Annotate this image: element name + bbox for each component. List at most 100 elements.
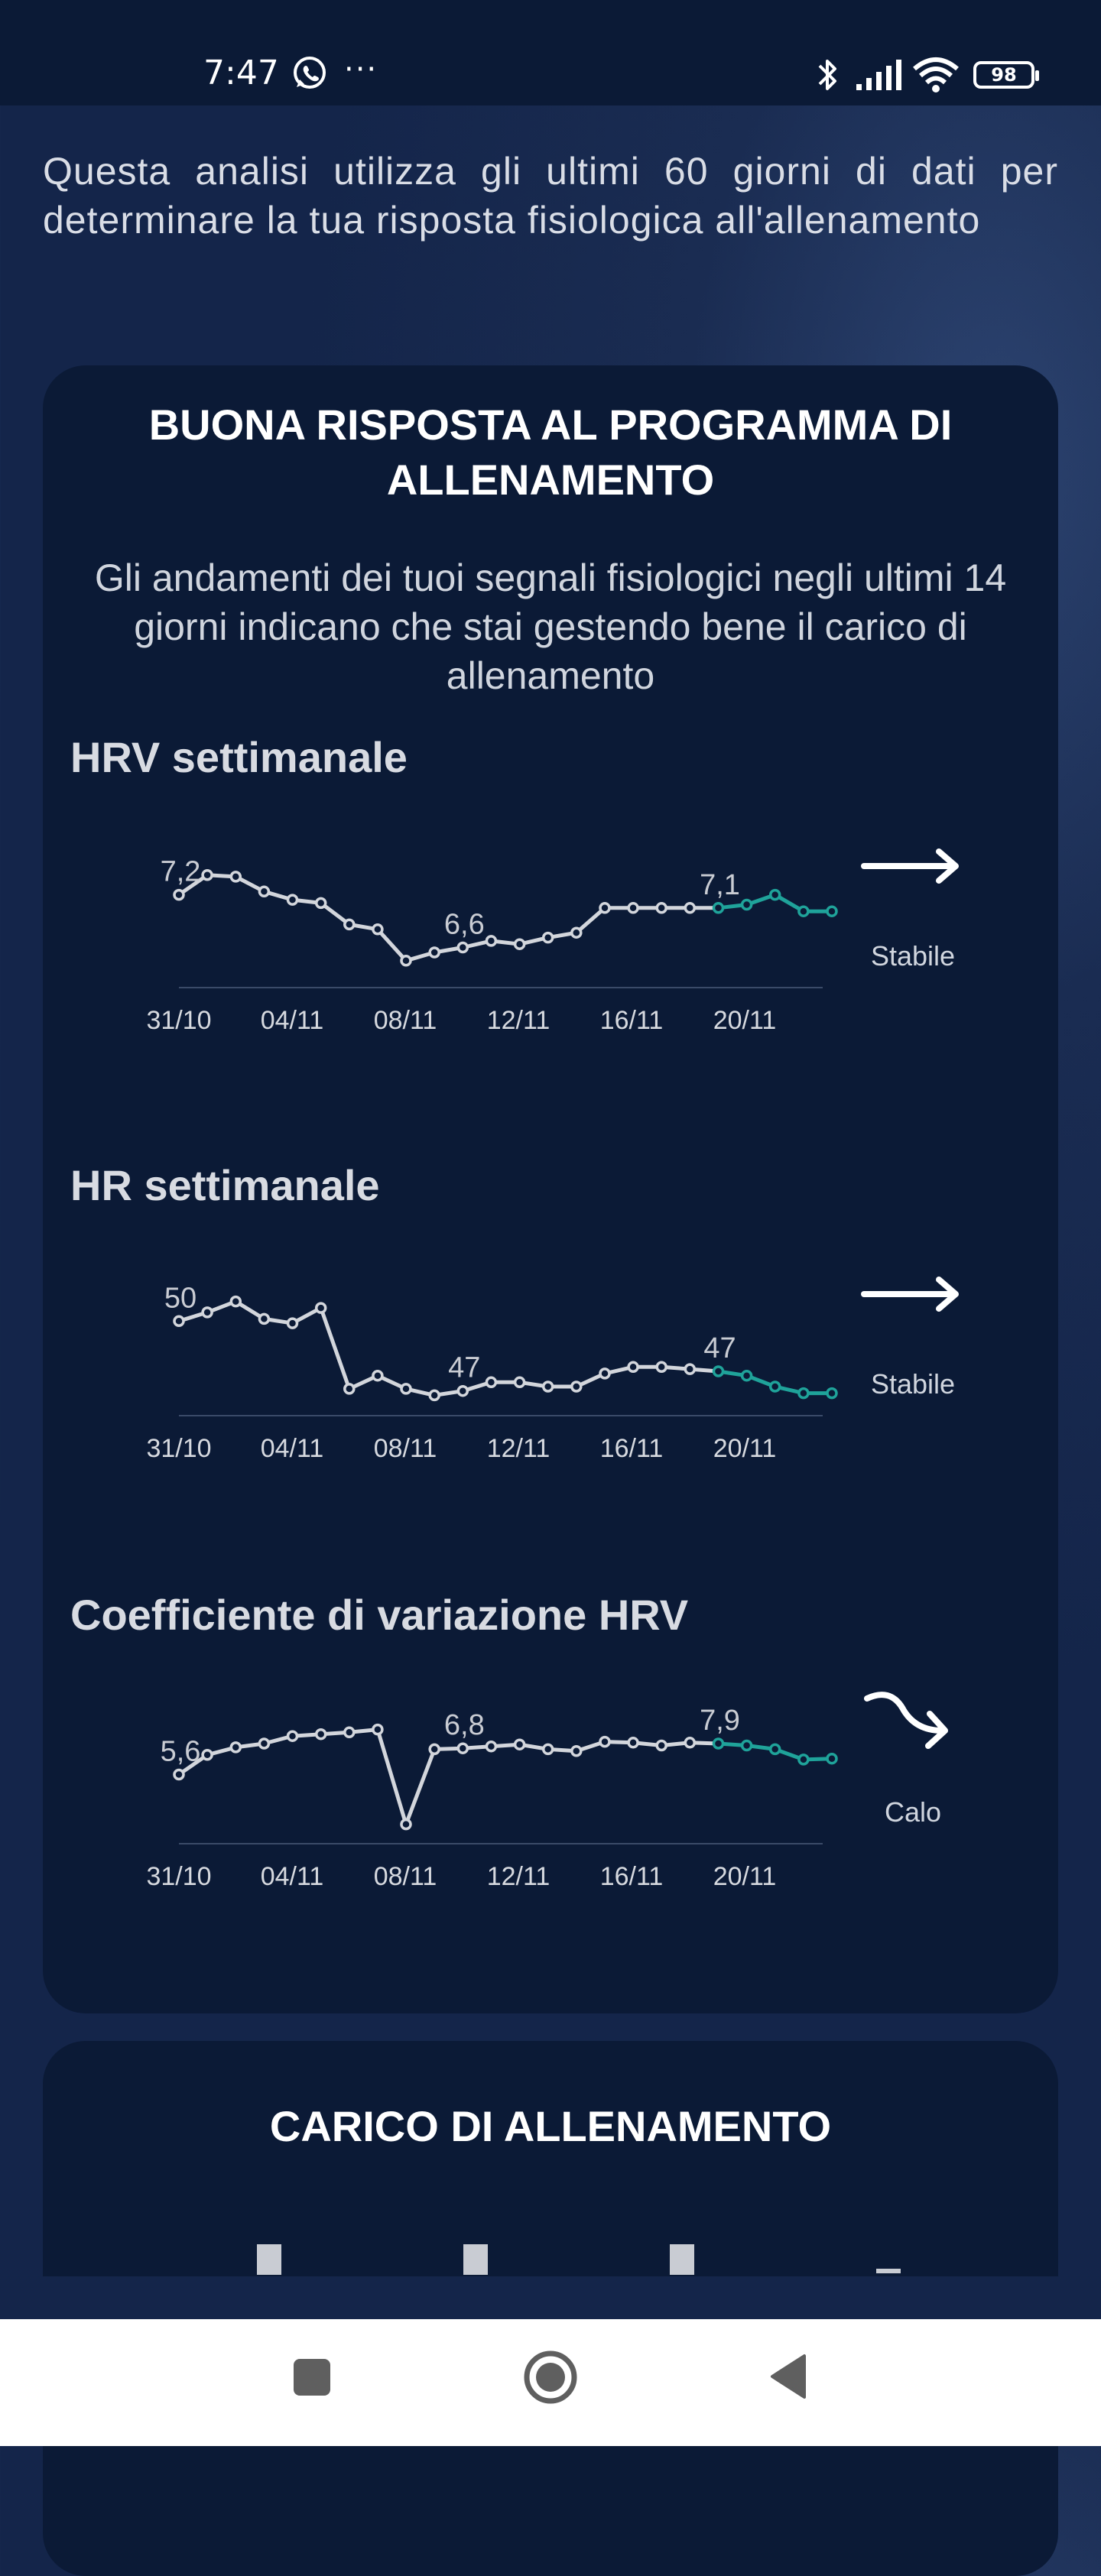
chart-point <box>599 1735 611 1748</box>
chart-point <box>173 888 185 901</box>
chart-data-label: 7,2 <box>161 856 201 888</box>
chart-point <box>655 1361 667 1374</box>
chart-point <box>826 905 838 917</box>
chart-data-label: 50 <box>164 1282 196 1314</box>
chart-point <box>768 1743 781 1756</box>
chart-point <box>712 902 725 914</box>
response-card: BUONA RISPOSTA AL PROGRAMMA DI ALLENAMEN… <box>43 365 1058 2013</box>
chart-data-label: 47 <box>703 1332 736 1364</box>
load-bar <box>257 2244 281 2275</box>
load-bar <box>876 2269 901 2273</box>
chart-x-tick-label: 08/11 <box>374 1006 437 1035</box>
chart-point <box>343 1383 356 1395</box>
chart-point <box>513 1738 526 1750</box>
training-load-bars <box>0 2244 1015 2275</box>
chart-point <box>314 897 327 910</box>
load-bar <box>463 2244 488 2275</box>
chart-x-tick-label: 12/11 <box>487 1434 550 1463</box>
chart-point <box>456 941 469 954</box>
chart-point <box>201 869 213 881</box>
chart-point <box>286 1730 299 1742</box>
home-circle-icon[interactable] <box>521 2348 580 2406</box>
chart-x-tick-label: 04/11 <box>261 1862 324 1891</box>
whatsapp-icon <box>294 57 326 89</box>
chart-point <box>258 1737 271 1750</box>
response-card-subtitle: Gli andamenti dei tuoi segnali fisiologi… <box>94 556 1007 697</box>
hrv-weekly-title: HRV settimanale <box>70 733 408 781</box>
chart-point <box>570 1380 583 1393</box>
chart-point <box>570 926 583 939</box>
status-bar: 7:47 ··· 98 <box>0 0 1101 105</box>
chart-point <box>485 1376 498 1389</box>
chart-point <box>684 902 697 914</box>
chart-point <box>768 888 781 901</box>
arrow-down-right-icon <box>864 1692 948 1749</box>
chart-point <box>343 918 356 931</box>
chart-point <box>740 1369 753 1382</box>
chart-point <box>541 1380 554 1393</box>
chart-x-tick-label: 12/11 <box>487 1006 550 1035</box>
hr-weekly-chart: 50 47 47 31/10 04/11 08/11 12/11 16/11 20/11 <box>146 1282 838 1463</box>
recents-square-icon[interactable] <box>289 2354 335 2400</box>
system-nav-bar <box>0 2319 1101 2446</box>
chart-x-tick-label: 16/11 <box>600 1862 664 1891</box>
chart-data-label: 47 <box>448 1352 480 1384</box>
bluetooth-icon <box>818 60 836 90</box>
chart-data-label: 6,6 <box>444 909 485 941</box>
chart-point <box>768 1380 781 1393</box>
chart-x-tick-label: 31/10 <box>146 1434 211 1463</box>
hrv-cv-trend: Calo <box>884 1796 942 1828</box>
chart-point <box>627 1361 639 1374</box>
chart-point <box>712 1737 725 1750</box>
chart-data-label: 7,9 <box>700 1705 740 1737</box>
training-load-title: CARICO DI ALLENAMENTO <box>269 2102 832 2150</box>
chart-point <box>684 1363 697 1375</box>
chart-point <box>826 1387 838 1400</box>
chart-point <box>826 1752 838 1765</box>
more-notifications-icon: ··· <box>344 52 378 87</box>
chart-point <box>314 1302 327 1314</box>
chart-point <box>286 894 299 906</box>
chart-point <box>343 1726 356 1739</box>
chart-point <box>541 931 554 944</box>
chart-point <box>372 1369 384 1382</box>
chart-x-tick-label: 31/10 <box>146 1862 211 1891</box>
chart-x-tick-label: 08/11 <box>374 1862 437 1891</box>
chart-point <box>541 1743 554 1756</box>
chart-point <box>400 955 412 967</box>
chart-point <box>400 1383 412 1395</box>
chart-x-tick-label: 12/11 <box>487 1862 550 1891</box>
chart-point <box>627 1737 639 1749</box>
chart-point <box>456 1384 469 1397</box>
chart-point <box>229 1741 242 1754</box>
chart-x-tick-label: 08/11 <box>374 1434 437 1463</box>
chart-x-tick-label: 16/11 <box>600 1434 664 1463</box>
chart-point <box>797 1387 810 1400</box>
content-bottom-edge <box>0 2276 1101 2319</box>
chart-x-tick-label: 16/11 <box>600 1006 664 1035</box>
chart-point <box>513 938 526 950</box>
hrv-weekly-trend: Stabile <box>870 940 956 972</box>
chart-point <box>258 1312 271 1325</box>
back-triangle-icon[interactable] <box>766 2351 812 2402</box>
chart-point <box>372 923 384 936</box>
chart-point <box>655 902 667 914</box>
hr-weekly-title: HR settimanale <box>70 1161 380 1209</box>
chart-point <box>173 1768 185 1781</box>
chart-point <box>201 1306 213 1319</box>
chart-point <box>627 902 639 914</box>
chart-point <box>314 1728 327 1741</box>
hrv-weekly-chart: 7,2 6,6 7,1 31/10 04/11 08/11 12/11 16/11 20/11 <box>146 856 838 1035</box>
chart-point <box>740 1739 753 1752</box>
chart-data-label: 7,1 <box>700 869 740 901</box>
chart-point <box>428 946 440 959</box>
chart-point <box>456 1742 469 1754</box>
intro-text: Questa analisi utilizza gli ultimi 60 gi… <box>43 150 1058 242</box>
status-time: 7:47 <box>203 54 279 92</box>
chart-point <box>655 1739 667 1752</box>
chart-x-tick-label: 20/11 <box>713 1434 777 1463</box>
chart-x-tick-label: 31/10 <box>146 1006 211 1035</box>
chart-point <box>712 1365 725 1377</box>
chart-data-label: 5,6 <box>161 1736 201 1768</box>
chart-data-label: 6,8 <box>444 1709 485 1741</box>
